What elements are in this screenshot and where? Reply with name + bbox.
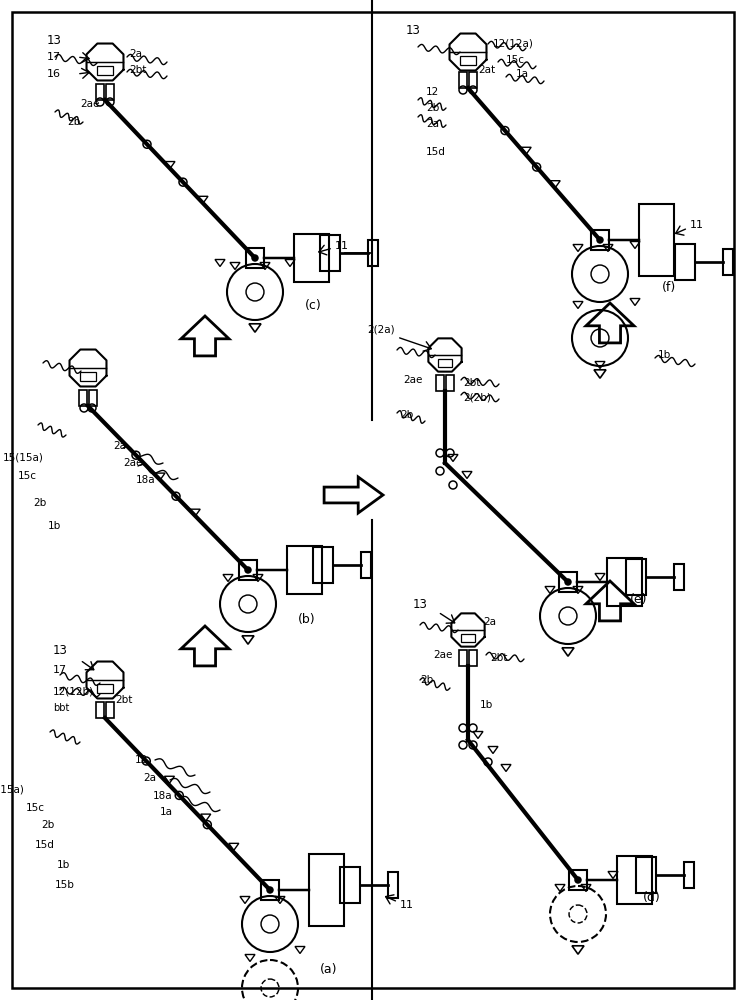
Text: 1a: 1a [160,807,173,817]
Text: 12: 12 [135,755,148,765]
Text: 2bt: 2bt [463,378,480,388]
Circle shape [267,887,273,893]
Text: 1b: 1b [658,350,671,360]
Text: 15c: 15c [506,55,525,65]
Text: 2bt: 2bt [490,653,507,663]
Text: 17: 17 [53,665,67,675]
Circle shape [245,567,251,573]
Text: 13: 13 [406,23,421,36]
Text: 15d: 15d [426,147,446,157]
Text: 2b: 2b [42,820,55,830]
Circle shape [565,579,571,585]
Text: 2a: 2a [483,617,496,627]
Circle shape [597,237,603,243]
Text: 1b: 1b [48,521,61,531]
Text: (b): (b) [298,613,316,626]
Text: 13: 13 [47,33,62,46]
Text: 2bt: 2bt [129,65,146,75]
Text: 11: 11 [400,900,414,910]
Text: 12(12a): 12(12a) [493,39,534,49]
Text: 2at: 2at [478,65,495,75]
Text: 1a: 1a [516,69,529,79]
Text: 12(12b): 12(12b) [53,687,94,697]
Text: 1b: 1b [57,860,70,870]
Text: 2b: 2b [420,675,433,685]
Text: 11: 11 [335,241,349,251]
Text: 2b: 2b [400,410,413,420]
Text: (d): (d) [643,892,661,904]
Text: 17: 17 [47,52,61,62]
Text: 15d: 15d [35,840,55,850]
Text: 2a: 2a [129,49,142,59]
Circle shape [575,877,581,883]
Text: 12: 12 [426,87,439,97]
Text: 15b: 15b [55,880,75,890]
Text: 2b: 2b [67,117,81,127]
Text: 18a: 18a [153,791,172,801]
Text: 2(2b): 2(2b) [463,392,491,402]
Text: 2ae: 2ae [433,650,452,660]
Circle shape [252,255,258,261]
Text: 13: 13 [53,644,68,656]
Text: 18a: 18a [136,475,156,485]
Text: 2a: 2a [143,773,156,783]
Text: 2b: 2b [33,498,46,508]
Text: 15(15a): 15(15a) [3,453,44,463]
Text: 15(15a): 15(15a) [0,785,25,795]
Text: 2ae: 2ae [80,99,99,109]
Text: 13: 13 [413,598,428,611]
Text: (c): (c) [305,300,322,312]
Text: 15c: 15c [26,803,45,813]
Text: 1b: 1b [480,700,493,710]
Text: 2a: 2a [113,441,126,451]
Text: 2a: 2a [426,119,439,129]
Text: 2ae: 2ae [403,375,422,385]
Text: 11: 11 [690,220,704,230]
Text: 2(2a): 2(2a) [367,325,395,335]
Text: 2bt: 2bt [115,695,132,705]
Text: 15c: 15c [18,471,37,481]
Text: (f): (f) [662,282,677,294]
Text: 2ae: 2ae [123,458,142,468]
Text: 16: 16 [47,69,61,79]
Text: (e): (e) [630,593,648,606]
Text: 2b: 2b [426,103,439,113]
Text: (a): (a) [320,964,337,976]
Text: bbt: bbt [53,703,69,713]
